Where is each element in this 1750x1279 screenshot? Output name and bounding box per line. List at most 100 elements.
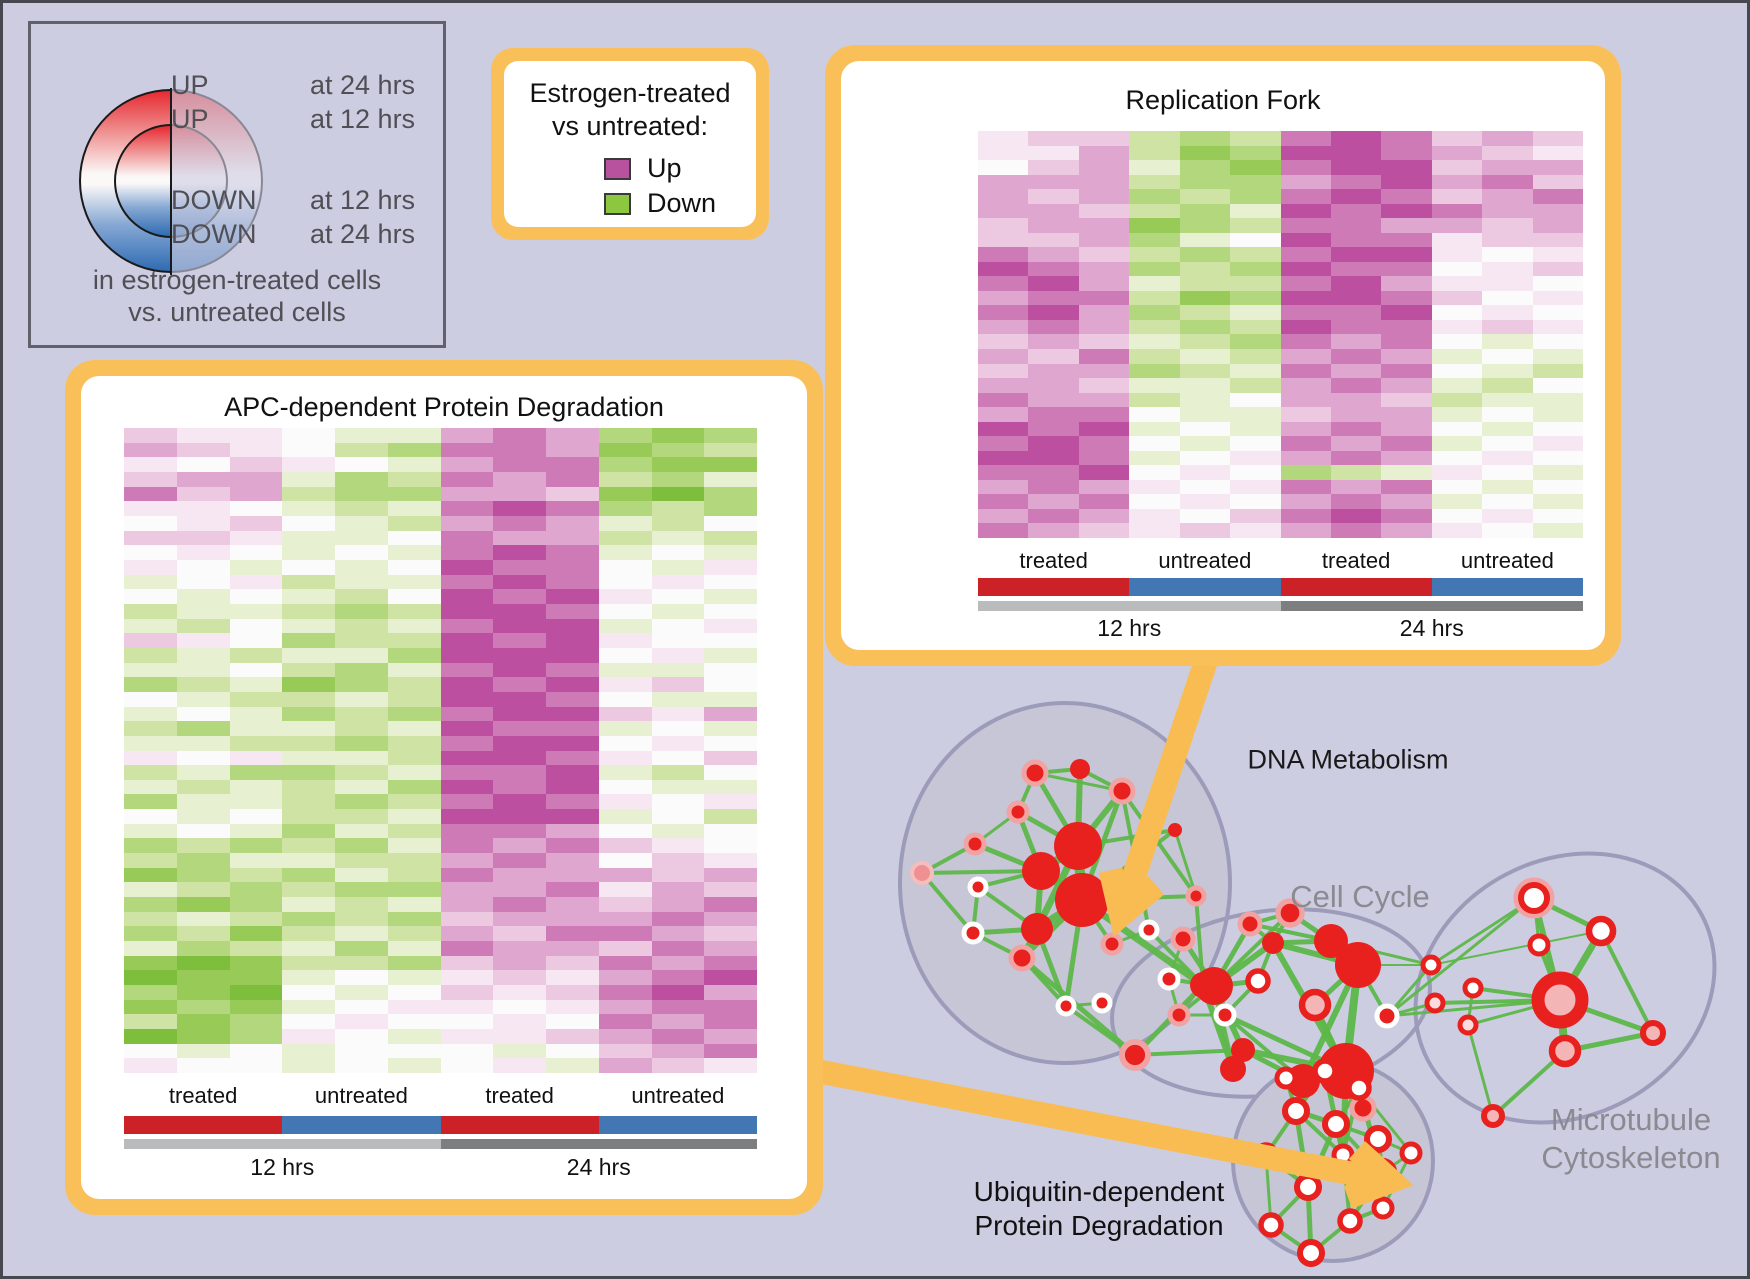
heatmap-cell [124,1029,177,1044]
apc-treatment-bar [124,1116,757,1134]
heatmap-cell [176,999,230,1015]
heatmap-cell [282,545,335,560]
heatmap-cell [1431,421,1483,437]
heatmap-cell [1179,421,1231,437]
heatmap-cell [546,486,599,502]
heatmap-cell [387,545,441,560]
heatmap-cell [1179,203,1231,219]
heatmap-cell [493,867,546,883]
heatmap-cell [1078,523,1130,538]
time-bar-segment [124,1139,441,1149]
heatmap-cell [1129,305,1180,320]
heatmap-cell [124,589,177,604]
heatmap-cell [176,853,230,868]
heatmap-cell [229,1014,283,1030]
heatmap-cell [1179,232,1231,248]
treatment-label: treated [485,1083,554,1108]
heatmap-cell [440,428,494,443]
heatmap-cell [440,1029,494,1044]
heatmap-cell [704,1058,757,1073]
heatmap-cell [493,442,546,458]
network-node [1274,1066,1298,1090]
heatmap-cell [282,853,335,868]
heatmap-cell [546,1029,599,1044]
heatmap-cell [1078,247,1130,262]
heatmap-cell [1381,261,1432,277]
heatmap-cell [1078,479,1130,495]
network-node [1363,1124,1393,1154]
down-label: Down [647,188,717,218]
heatmap-cell [1028,421,1079,437]
heatmap-cell [598,457,652,472]
heatmap-cell [1381,319,1432,335]
heatmap-cell [440,559,494,575]
heatmap-cell [1381,305,1432,320]
heatmap-cell [1330,392,1382,408]
heatmap-cell [440,1014,494,1030]
heatmap-cell [229,882,283,898]
heatmap-cell [229,677,283,692]
treatment-bar-segment [1280,578,1432,596]
network-node [1296,1238,1326,1268]
heatmap-cell [335,838,388,854]
heatmap-cell [546,911,599,927]
heatmap-cell [978,508,1029,524]
network-svg [803,639,1717,1268]
heatmap-cell [335,985,388,1000]
heatmap-cell [1330,523,1382,538]
heatmap-cell [651,838,705,854]
heatmap-cell [176,545,230,560]
heatmap-cell [1129,363,1180,379]
heatmap-cell [1179,290,1231,306]
heatmap-cell [978,174,1029,190]
heatmap-cell [1028,407,1079,422]
heatmap-cell [1330,261,1382,277]
network-node [1138,919,1160,941]
heatmap-cell [493,882,546,898]
heatmap-cell [598,750,652,766]
heatmap-cell [704,428,757,443]
heatmap-cell [493,677,546,692]
heatmap-cell [176,1029,230,1044]
heatmap-cell [440,442,494,458]
heatmap-cell [176,559,230,575]
heatmap-cell [493,750,546,766]
heatmap-cell [651,823,705,839]
heatmap-cell [387,809,441,824]
network-node [1185,885,1207,907]
heatmap-cell [1078,349,1130,364]
heatmap-cell [651,603,705,619]
heatmap-cell [651,970,705,986]
heatmap-cell [176,794,230,810]
heatmap-cell [493,926,546,942]
heatmap-cell [387,897,441,912]
heatmap-cell [176,515,230,531]
heatmap-cell [440,633,494,648]
heatmap-cell [440,603,494,619]
dna-metabolism-label-text: DNA Metabolism [1247,744,1449,775]
heatmap-cell [598,589,652,604]
heatmap-cell [651,721,705,736]
heatmap-cell [229,809,283,824]
heatmap-cell [1532,421,1583,437]
heatmap-cell [978,305,1029,320]
heatmap-cell [1431,145,1483,161]
heatmap-cell [651,794,705,810]
heatmap-cell [704,471,757,487]
heatmap-cell [1532,436,1583,451]
heatmap-cell [1381,174,1432,190]
heatmap-cell [704,735,757,751]
heatmap-cell [335,1043,388,1059]
heatmap-cell [229,838,283,854]
heatmap-cell [1532,465,1583,480]
heatmap-cell [1532,261,1583,277]
heatmap-cell [1330,131,1382,146]
heatmap-cell [546,559,599,575]
heatmap-cell [1078,189,1130,204]
heatmap-cell [387,721,441,736]
heatmap-cell [335,530,388,546]
heatmap-cell [335,794,388,810]
circle-divider-line [170,88,172,275]
network-edge [1599,929,1655,1035]
heatmap-cell [282,442,335,458]
